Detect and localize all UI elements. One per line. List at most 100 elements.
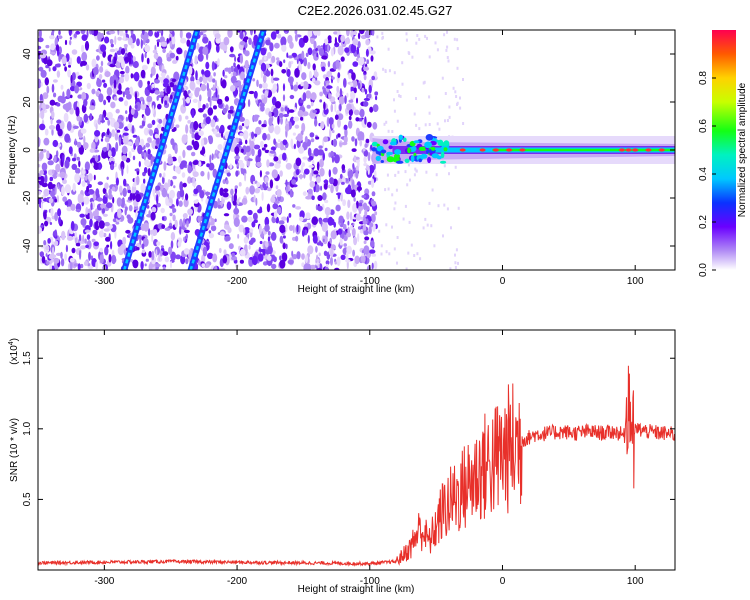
heatmap-noise-cell (81, 34, 88, 41)
heatmap-noise-cell (294, 68, 300, 78)
heatmap-noise-cell (170, 240, 174, 249)
heatmap-noise-cell (185, 97, 191, 104)
heatmap-noise-cell (202, 113, 207, 118)
heatmap-noise-cell (154, 79, 160, 84)
heatmap-noise-cell (328, 169, 331, 178)
heatmap-noise-cell (247, 216, 253, 223)
heatmap-noise-cell (131, 124, 135, 134)
heatmap-noise-cell (295, 168, 300, 176)
heatmap-noise-cell (297, 109, 304, 118)
heatmap-noise-cell (137, 144, 143, 155)
heatmap-noise-cell (223, 213, 230, 217)
heatmap-noise-cell (353, 109, 360, 116)
heatmap-noise-cell (103, 82, 108, 88)
heatmap-noise-cell (304, 136, 308, 143)
heatmap-noise-cell (288, 61, 292, 69)
heatmap-noise-cell (150, 73, 153, 78)
heatmap-noise-cell (198, 31, 204, 36)
heatmap-noise-cell (166, 56, 172, 62)
heatmap-noise-cell (260, 140, 264, 148)
heatmap-noise-cell (270, 68, 274, 77)
heatmap-noise-cell (211, 153, 214, 161)
heatmap-noise-cell (213, 72, 216, 77)
signal-peak (658, 148, 665, 152)
heatmap-noise-cell (140, 261, 144, 270)
heatmap-noise-cell (200, 150, 204, 155)
heatmap-noise-cell (351, 227, 356, 237)
heatmap-noise-cell (179, 218, 183, 227)
heatmap-noise-cell (142, 99, 145, 105)
heatmap-noise-cell (38, 37, 44, 43)
spectrogram-x-ticks: -300 -200 -100 0 100 (94, 30, 644, 287)
heatmap-noise-cell (275, 30, 280, 34)
heatmap-noise-cell (120, 243, 126, 250)
heatmap-noise-cell (160, 72, 166, 77)
heatmap-noise-cell (350, 82, 354, 87)
signal-onset-blob (404, 158, 410, 163)
heatmap-noise-cell (269, 179, 274, 189)
heatmap-noise-cell (75, 167, 81, 174)
heatmap-noise-cell (325, 260, 330, 265)
heatmap-noise-cell (199, 190, 205, 199)
heatmap-noise-cell (330, 103, 334, 113)
heatmap-noise-cell (356, 186, 362, 192)
heatmap-noise-cell (251, 148, 255, 157)
heatmap-noise-cell (291, 250, 294, 257)
heatmap-noise-cell (64, 184, 72, 194)
heatmap-noise-cell (354, 203, 357, 212)
heatmap-noise-cell (161, 96, 164, 104)
heatmap-noise-cell (294, 107, 297, 112)
heatmap-noise-cell (77, 263, 81, 270)
heatmap-noise-cell (109, 63, 116, 68)
heatmap-noise-cell (182, 182, 187, 188)
heatmap-noise-cell (118, 136, 122, 147)
heatmap-sparse-cell (419, 257, 422, 261)
heatmap-noise-cell (92, 210, 97, 217)
heatmap-noise-cell (180, 37, 187, 44)
heatmap-noise-cell (222, 69, 225, 77)
heatmap-noise-cell (213, 200, 218, 209)
heatmap-noise-cell (312, 234, 318, 244)
heatmap-noise-cell (193, 199, 199, 204)
heatmap-noise-cell (110, 240, 113, 250)
heatmap-noise-cell (273, 138, 276, 145)
heatmap-noise-cell (316, 258, 320, 263)
heatmap-noise-cell (371, 214, 376, 221)
heatmap-noise-cell (365, 48, 369, 57)
heatmap-noise-cell (296, 251, 301, 260)
colorbar-tick-label: 0.2 (698, 215, 709, 229)
heatmap-noise-cell (347, 220, 350, 226)
heatmap-noise-cell (117, 36, 122, 41)
heatmap-noise-cell (336, 256, 341, 267)
heatmap-noise-cell (73, 153, 77, 160)
heatmap-noise-cell (368, 84, 372, 94)
heatmap-sparse-cell (415, 123, 418, 127)
heatmap-sparse-cell (393, 71, 396, 75)
heatmap-noise-cell (279, 235, 284, 244)
heatmap-noise-cell (248, 240, 254, 245)
heatmap-noise-cell (224, 96, 230, 102)
heatmap-noise-cell (261, 147, 266, 151)
heatmap-noise-cell (336, 134, 338, 140)
heatmap-noise-cell (355, 169, 359, 179)
heatmap-noise-cell (99, 247, 103, 253)
heatmap-sparse-cell (438, 127, 441, 131)
heatmap-noise-cell (340, 56, 345, 62)
heatmap-noise-cell (62, 196, 68, 202)
heatmap-noise-cell (212, 84, 215, 92)
heatmap-noise-cell (43, 211, 47, 220)
heatmap-noise-cell (353, 155, 357, 163)
heatmap-noise-cell (330, 48, 334, 57)
heatmap-noise-cell (191, 151, 196, 157)
heatmap-noise-cell (38, 78, 42, 89)
heatmap-noise-cell (264, 216, 270, 227)
heatmap-noise-cell (185, 32, 192, 39)
heatmap-noise-cell (231, 255, 238, 261)
heatmap-noise-cell (84, 161, 90, 171)
heatmap-noise-cell (179, 189, 185, 198)
heatmap-noise-cell (99, 66, 104, 73)
heatmap-noise-cell (354, 138, 358, 147)
heatmap-sparse-cell (404, 170, 407, 174)
heatmap-noise-cell (371, 178, 375, 189)
heatmap-noise-cell (185, 193, 189, 201)
